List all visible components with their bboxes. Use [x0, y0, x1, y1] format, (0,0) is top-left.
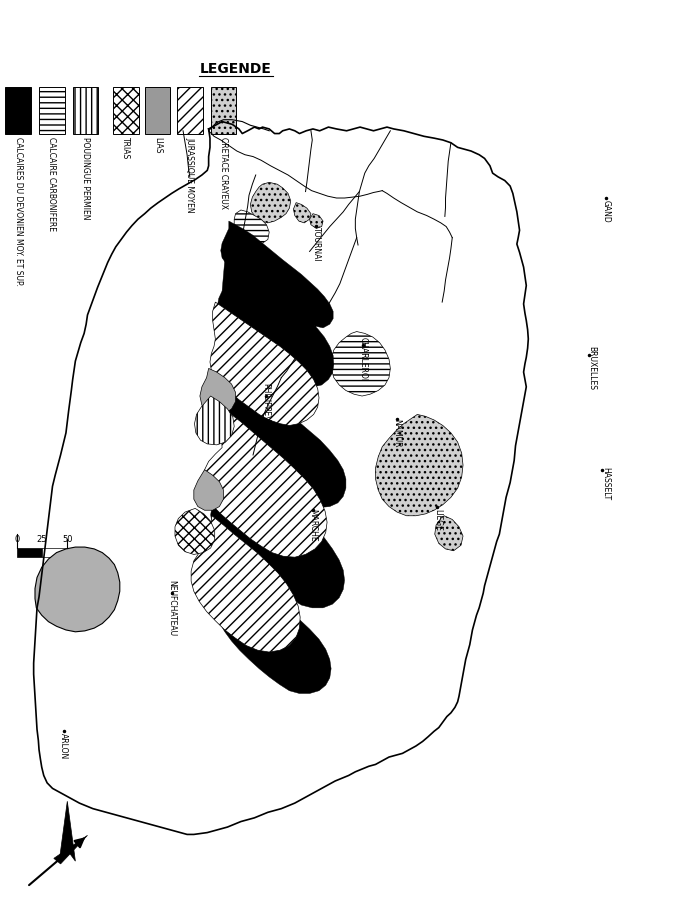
Polygon shape — [435, 516, 463, 551]
Polygon shape — [211, 460, 345, 608]
Polygon shape — [250, 182, 291, 223]
Bar — [5, 87, 31, 134]
Bar — [177, 87, 203, 134]
Bar — [145, 87, 170, 134]
Polygon shape — [221, 221, 333, 328]
Text: CHARLEROI: CHARLEROI — [359, 337, 368, 381]
Polygon shape — [194, 396, 234, 445]
Text: BRUXELLES: BRUXELLES — [588, 346, 597, 391]
Text: NAMUR: NAMUR — [392, 419, 402, 447]
Polygon shape — [217, 252, 334, 387]
Text: ARLON: ARLON — [59, 733, 69, 759]
Polygon shape — [293, 203, 311, 223]
Text: JURASSIQUE MOYEN: JURASSIQUE MOYEN — [185, 137, 194, 213]
Text: LIAS: LIAS — [153, 137, 162, 154]
Polygon shape — [210, 302, 319, 426]
Polygon shape — [331, 332, 390, 396]
Text: LIEGE: LIEGE — [433, 509, 442, 531]
Bar — [39, 87, 65, 134]
Polygon shape — [35, 547, 120, 632]
Polygon shape — [234, 210, 269, 245]
Polygon shape — [59, 801, 75, 861]
Text: 50: 50 — [62, 535, 73, 544]
Bar — [113, 87, 139, 134]
Text: POUDINGUE PERMIEN: POUDINGUE PERMIEN — [81, 137, 90, 220]
Polygon shape — [218, 373, 346, 507]
Polygon shape — [310, 214, 323, 228]
Bar — [73, 87, 98, 134]
Text: LEGENDE: LEGENDE — [200, 62, 271, 76]
Text: 0: 0 — [14, 535, 20, 544]
Bar — [17, 548, 42, 557]
Text: 25: 25 — [37, 535, 47, 544]
Polygon shape — [191, 516, 300, 652]
Bar — [211, 87, 236, 134]
Polygon shape — [376, 414, 463, 516]
Text: GAND: GAND — [601, 201, 610, 223]
Text: CRETACE CRAYEUX: CRETACE CRAYEUX — [219, 137, 228, 209]
Text: NEUFCHATEAU: NEUFCHATEAU — [167, 580, 176, 635]
Polygon shape — [200, 368, 236, 414]
Polygon shape — [203, 405, 327, 557]
Text: CALCAIRE CARBONIFERE: CALCAIRE CARBONIFERE — [47, 137, 57, 231]
Bar — [42, 548, 67, 557]
Polygon shape — [54, 835, 87, 864]
Text: TRIAS: TRIAS — [121, 137, 131, 159]
Text: TOURNAI: TOURNAI — [312, 227, 321, 262]
Polygon shape — [194, 470, 223, 510]
Polygon shape — [175, 508, 215, 554]
Text: PHILIPPEVILLE: PHILIPPEVILLE — [261, 383, 271, 437]
Text: CALCAIRES DU DEVONIEN MOY. ET SUP.: CALCAIRES DU DEVONIEN MOY. ET SUP. — [13, 137, 23, 286]
Polygon shape — [214, 571, 331, 694]
Text: MARCHE: MARCHE — [308, 508, 318, 542]
Text: HASSELT: HASSELT — [601, 467, 610, 500]
